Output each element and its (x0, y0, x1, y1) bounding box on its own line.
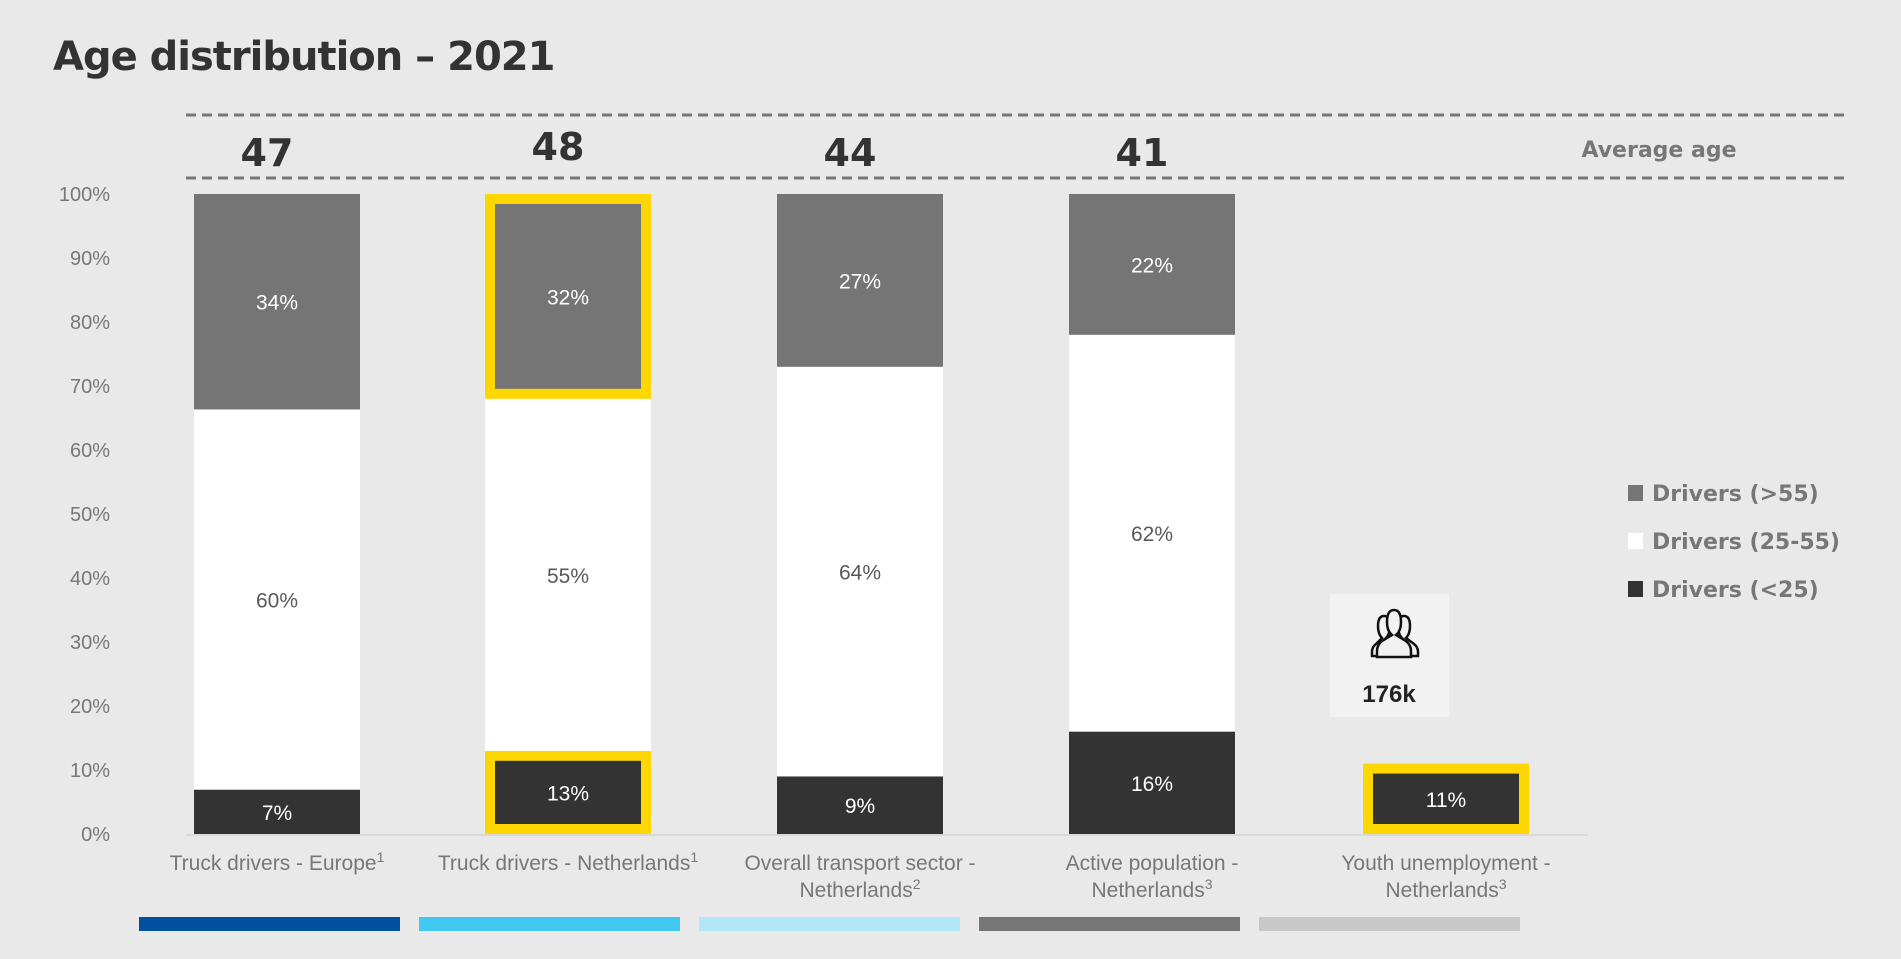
category-label-text: Overall transport sector - (744, 852, 975, 875)
footnote-marker: 1 (377, 849, 385, 865)
y-tick-label: 80% (70, 312, 110, 334)
category-label-line2: Netherlands2 (799, 876, 920, 902)
bar-segment (485, 398, 651, 751)
average-age-value: 44 (824, 131, 877, 175)
bar-segment (194, 789, 360, 834)
legend-swatch (1628, 485, 1643, 501)
bar-segment (194, 194, 360, 410)
data-label: 13% (547, 782, 589, 805)
data-label: 32% (547, 286, 589, 309)
footnote-marker: 1 (690, 849, 698, 865)
y-tick-label: 50% (70, 504, 110, 526)
data-label: 22% (1131, 254, 1173, 277)
average-age-value: 41 (1116, 131, 1169, 175)
category-label-text: Youth unemployment - (1341, 852, 1550, 875)
bar-segment (777, 366, 943, 777)
y-tick-label: 40% (70, 568, 110, 590)
data-label: 34% (256, 292, 298, 315)
footnote-marker: 2 (913, 876, 921, 892)
data-label: 9% (845, 795, 875, 818)
legend-label: Drivers (<25) (1652, 578, 1819, 603)
footnote-marker: 3 (1205, 876, 1213, 892)
bar-segment (1069, 334, 1235, 732)
category-label-text: Truck drivers - Europe (170, 852, 377, 875)
y-tick-label: 60% (70, 440, 110, 462)
people-group-icon (1370, 608, 1420, 659)
average-age-value: 47 (241, 131, 294, 175)
y-tick-label: 20% (70, 696, 110, 718)
bar-segment (777, 194, 943, 367)
bar-segment (194, 409, 360, 790)
category-label: Truck drivers - Netherlands1 (438, 849, 698, 875)
data-label: 62% (1131, 523, 1173, 546)
y-tick-label: 30% (70, 632, 110, 654)
category-label-text: Netherlands (799, 879, 912, 902)
legend-label: Drivers (>55) (1652, 482, 1819, 507)
y-tick-label: 0% (81, 824, 110, 846)
y-tick-label: 100% (59, 184, 110, 206)
legend-swatch (1628, 581, 1643, 597)
category-label: Truck drivers - Europe1 (170, 849, 385, 875)
category-color-strip (699, 917, 960, 931)
legend-label: Drivers (25-55) (1652, 530, 1840, 555)
category-label: Youth unemployment - (1341, 852, 1550, 875)
data-label: 60% (256, 590, 298, 613)
data-label: 27% (839, 270, 881, 293)
bar-segment (1069, 731, 1235, 834)
category-label-text: Truck drivers - Netherlands (438, 852, 690, 875)
y-tick-label: 10% (70, 760, 110, 782)
callout-value: 176k (1362, 681, 1416, 708)
bar-segment-highlighted (485, 750, 651, 834)
category-label-text: Active population - (1066, 852, 1239, 875)
average-age-value: 48 (532, 125, 585, 169)
bar-segment (777, 776, 943, 834)
category-label-text: Netherlands (1385, 879, 1498, 902)
category-label: Active population - (1066, 852, 1239, 875)
average-age-label: Average age (1581, 138, 1736, 163)
category-color-strip (419, 917, 680, 931)
category-label-line2: Netherlands3 (1091, 876, 1212, 902)
category-label-line2: Netherlands3 (1385, 876, 1506, 902)
y-tick-label: 90% (70, 248, 110, 270)
data-label: 7% (262, 802, 292, 825)
category-label-text: Netherlands (1091, 879, 1204, 902)
category-label: Overall transport sector - (744, 852, 975, 875)
bar-segment-highlighted (485, 194, 651, 399)
data-label: 64% (839, 562, 881, 585)
data-label: 16% (1131, 773, 1173, 796)
data-label: 11% (1426, 789, 1466, 812)
bar-segment (1069, 194, 1235, 335)
data-label: 55% (547, 565, 589, 588)
category-color-strip (139, 917, 400, 931)
legend-swatch (1628, 533, 1643, 549)
bar-segment-highlighted (1363, 763, 1529, 834)
y-tick-label: 70% (70, 376, 110, 398)
category-color-strip (979, 917, 1240, 931)
footnote-marker: 3 (1499, 876, 1507, 892)
category-color-strip (1259, 917, 1520, 931)
chart-title: Age distribution – 2021 (53, 34, 555, 80)
